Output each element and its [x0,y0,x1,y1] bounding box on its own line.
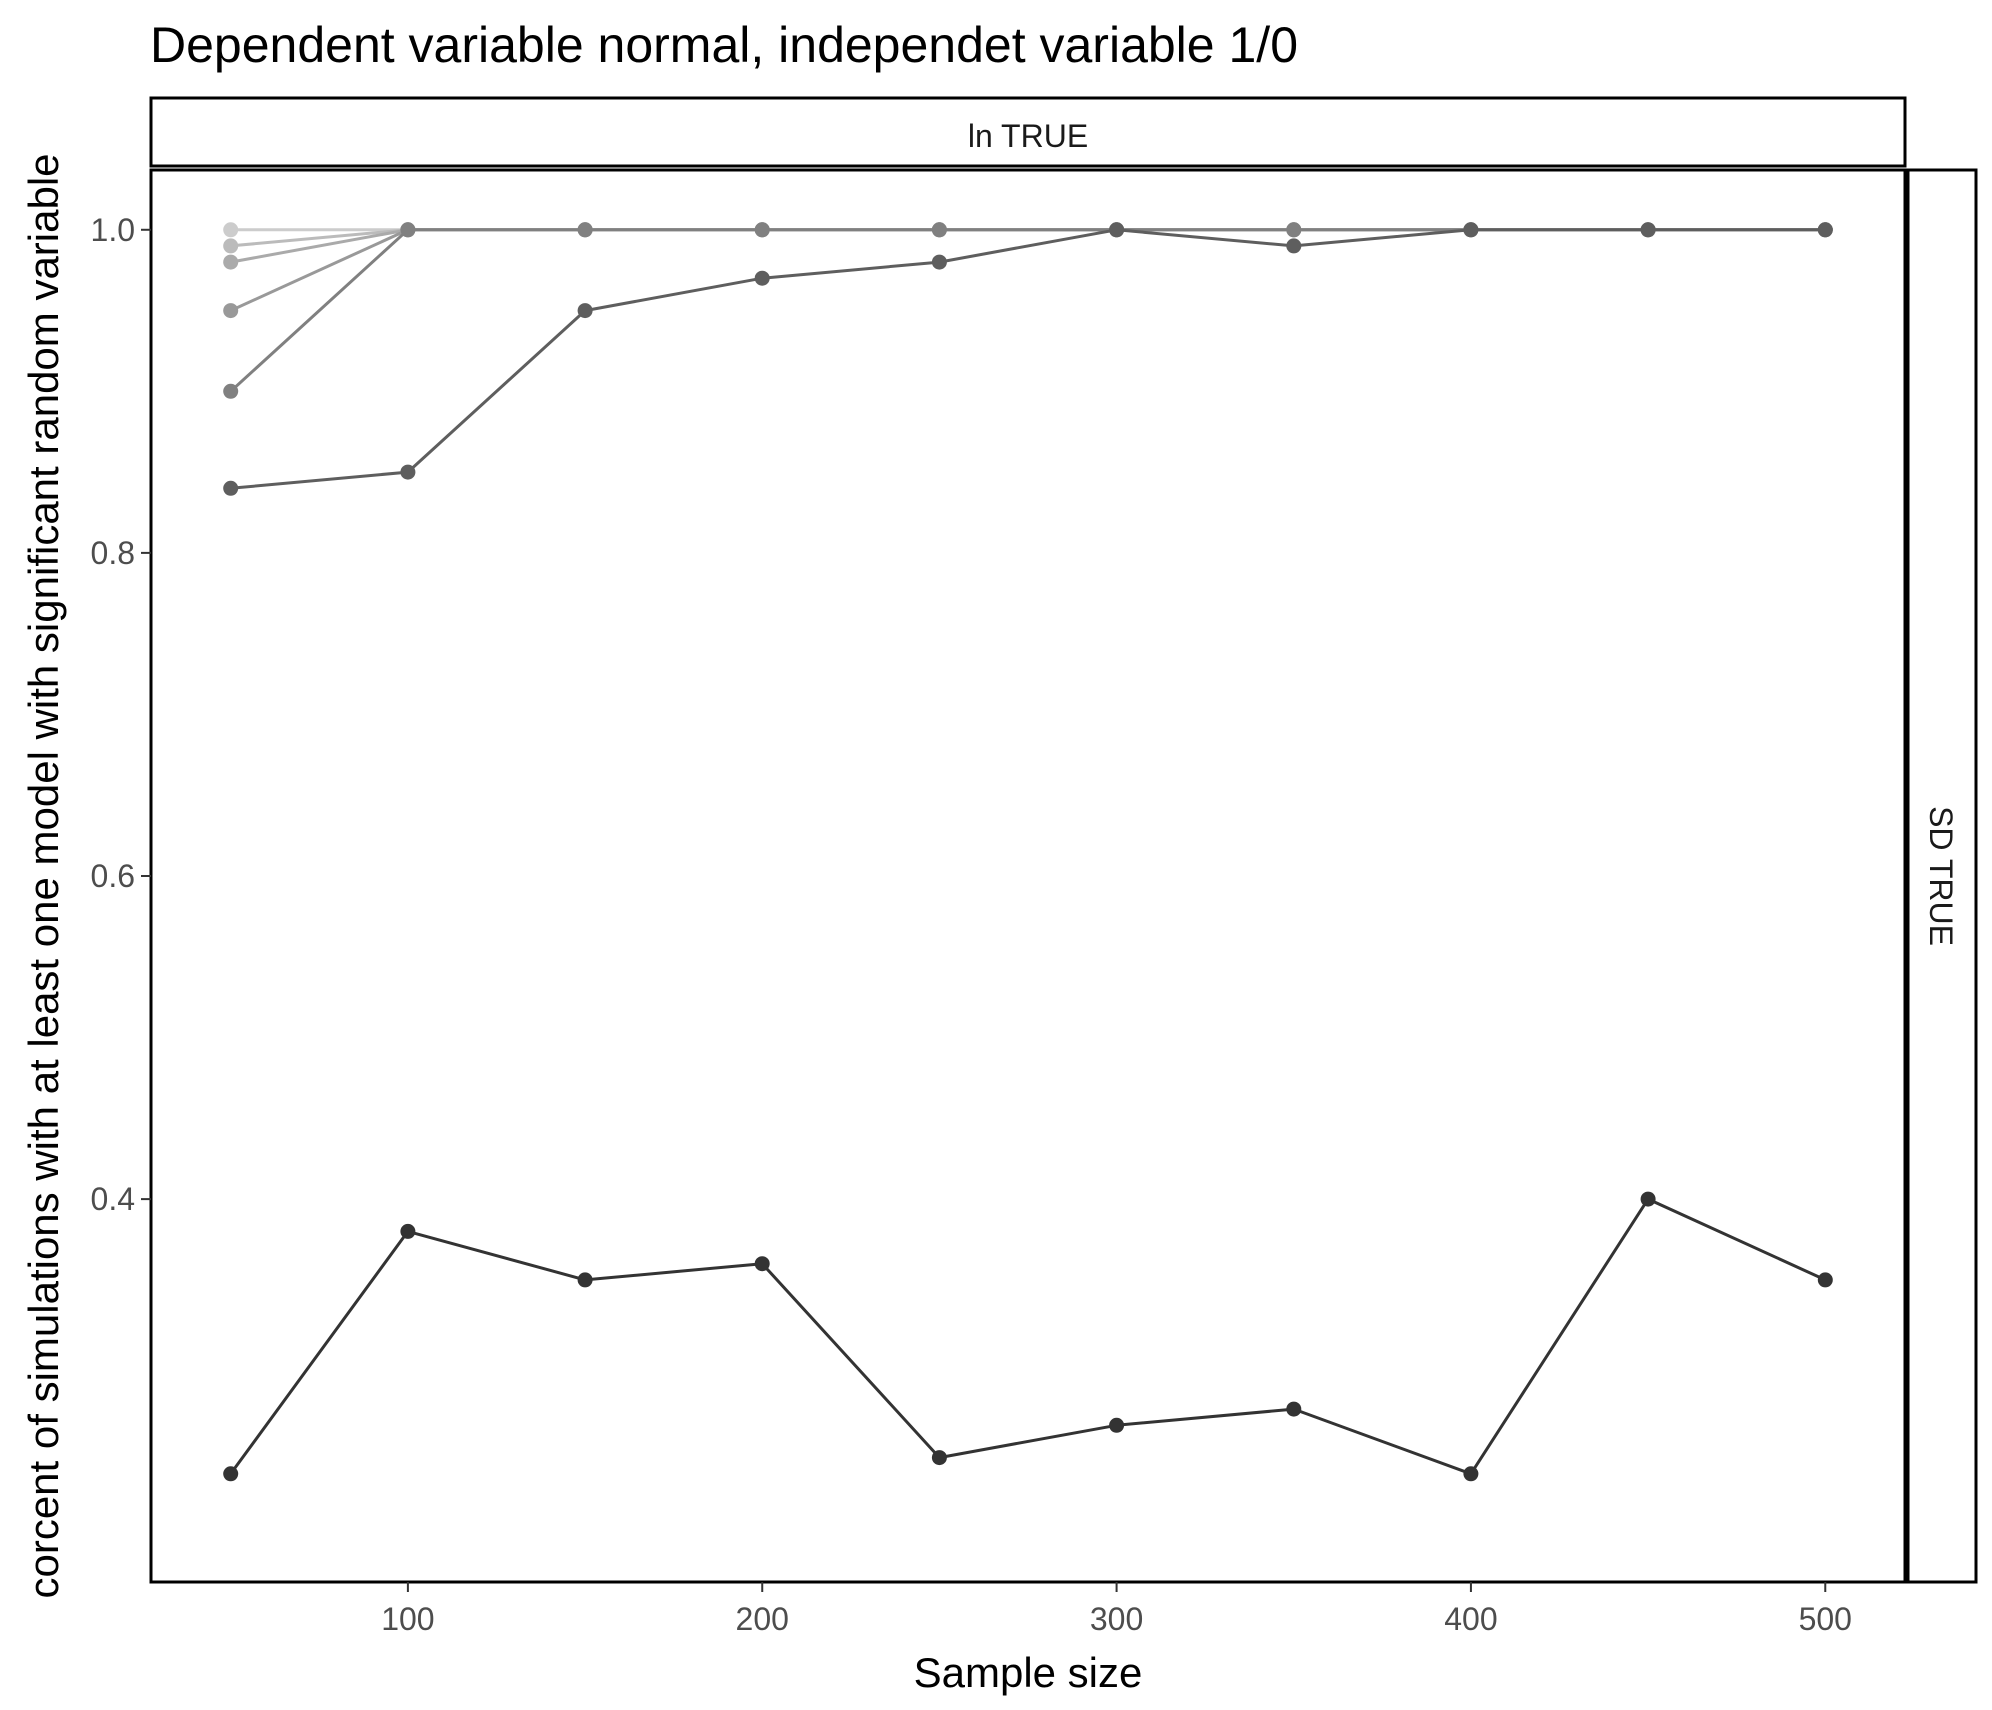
series-5-point-9 [1817,222,1833,238]
x-tick-label-1: 200 [736,1601,789,1637]
y-tick-label-2: 0.8 [91,535,135,571]
series-5-point-2 [577,303,593,319]
series-4-point-4 [931,222,947,238]
series-4-point-3 [754,222,770,238]
y-tick-label-3: 1.0 [91,212,135,248]
facet-strip-top [149,96,1907,168]
series-4-point-1 [400,222,416,238]
series-6-point-1 [400,1223,416,1239]
series-5 [223,222,1833,496]
x-tick-label-2: 300 [1090,1601,1143,1637]
x-tick-label-0: 100 [381,1601,434,1637]
series-5-point-3 [754,270,770,286]
x-axis: 100 200 300 400 500 [381,1582,1852,1637]
series-6-point-8 [1640,1191,1656,1207]
series-2-point-0 [223,254,239,270]
series-0-point-0 [223,222,239,238]
series-6-point-6 [1286,1401,1302,1417]
series-5-point-4 [931,254,947,270]
series-5-point-0 [223,480,239,496]
series-6-point-7 [1463,1466,1479,1482]
series-6-line [229,1197,1826,1476]
y-tick-label-1: 0.6 [91,858,135,894]
series-3-point-0 [223,303,239,319]
y-axis-title: corcent of simulations with at least one… [20,153,67,1598]
facet-strip-top-label: ln TRUE [968,118,1088,154]
plot-panel [149,168,1907,1584]
series-6-point-9 [1817,1272,1833,1288]
x-tick-label-3: 400 [1444,1601,1497,1637]
y-tick-label-0: 0.4 [91,1181,135,1217]
series-4-point-0 [223,383,239,399]
series-6-point-3 [754,1256,770,1272]
series-5-point-6 [1286,238,1302,254]
series-6-point-4 [931,1450,947,1466]
series-5-point-1 [400,464,416,480]
series-5-point-8 [1640,222,1656,238]
series-1-point-0 [223,238,239,254]
series-5-line [230,228,1826,490]
series-6 [223,1191,1833,1482]
series-4-point-2 [577,222,593,238]
chart-title: Dependent variable normal, independet va… [150,17,1298,73]
y-axis: 0.4 0.6 0.8 1.0 [91,212,151,1217]
series-4-point-6 [1286,222,1302,238]
series-6-point-0 [223,1466,239,1482]
facet-strip-right [1906,168,1978,1584]
series-group [223,222,1833,1482]
series-5-point-7 [1463,222,1479,238]
series-6-point-5 [1109,1417,1125,1433]
facet-strip-right-label: SD TRUE [1923,806,1959,946]
x-tick-label-4: 500 [1799,1601,1852,1637]
series-5-point-5 [1109,222,1125,238]
x-axis-title: Sample size [914,1649,1143,1696]
series-6-point-2 [577,1272,593,1288]
